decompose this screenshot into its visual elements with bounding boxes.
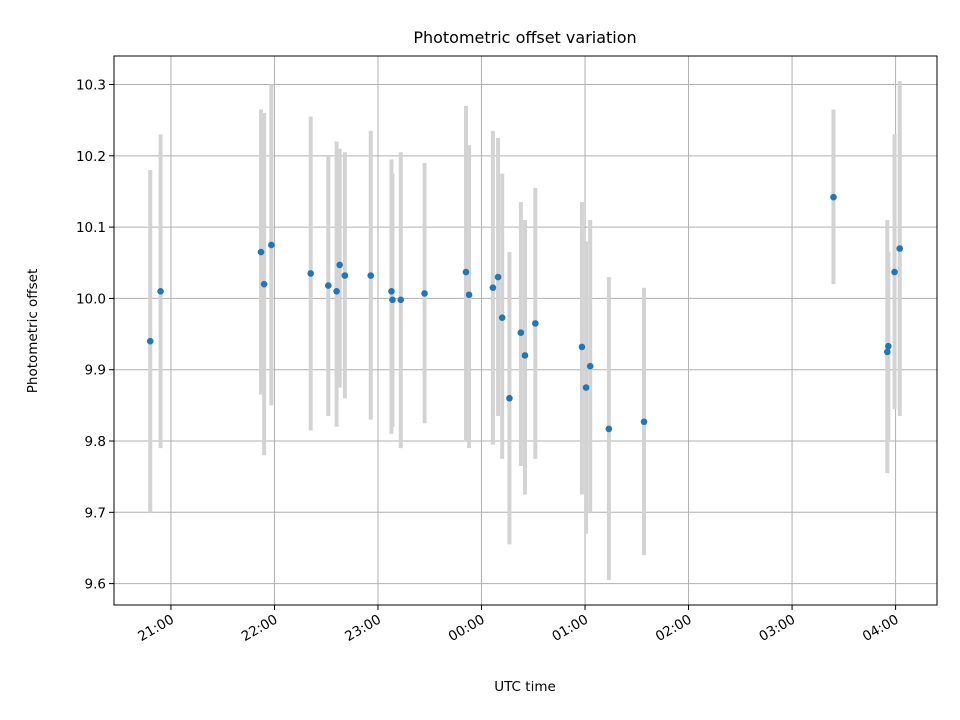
data-point xyxy=(605,425,613,433)
x-tick-label: 01:00 xyxy=(549,612,591,645)
data-point xyxy=(578,343,586,351)
data-point xyxy=(465,291,473,299)
data-point xyxy=(582,384,590,391)
data-point xyxy=(521,352,529,359)
data-point xyxy=(260,280,268,288)
data-point xyxy=(324,282,332,289)
x-axis-ticks: 21:00 22:00 23:00 00:00 01:00 02:00 03:00 04:00 xyxy=(135,605,902,645)
y-tick-label: 9.7 xyxy=(85,505,106,521)
data-point xyxy=(506,394,513,402)
y-tick-label: 10.0 xyxy=(76,291,106,307)
data-point xyxy=(367,272,375,279)
y-tick-label: 9.9 xyxy=(85,363,106,379)
data-point xyxy=(586,362,594,370)
data-point xyxy=(341,272,349,279)
data-point xyxy=(421,290,428,297)
data-point xyxy=(498,314,506,321)
x-tick-label: 02:00 xyxy=(653,612,695,645)
data-point xyxy=(532,320,539,327)
data-point xyxy=(336,261,343,269)
data-point xyxy=(257,248,265,256)
x-tick-label: 04:00 xyxy=(860,612,902,645)
data-point xyxy=(896,245,904,252)
y-tick-label: 9.8 xyxy=(85,434,106,450)
y-axis-label: Photometric offset xyxy=(25,269,41,393)
data-point xyxy=(157,287,164,295)
x-axis-label: UTC time xyxy=(494,679,556,695)
data-point xyxy=(146,337,154,345)
y-tick-label: 10.2 xyxy=(76,149,106,165)
data-point xyxy=(640,418,648,426)
data-point xyxy=(494,273,502,281)
data-point xyxy=(489,284,497,292)
data-point xyxy=(268,241,275,249)
x-tick-label: 23:00 xyxy=(342,612,384,645)
data-point xyxy=(462,268,470,276)
plot-frame xyxy=(113,55,938,606)
x-tick-label: 21:00 xyxy=(135,612,177,645)
y-tick-label: 10.1 xyxy=(76,220,106,236)
data-point xyxy=(389,296,396,304)
y-axis-ticks: 9.6 9.7 9.8 9.9 10.0 10.1 10.2 10.3 xyxy=(76,78,114,593)
data-point xyxy=(388,287,395,295)
x-tick-label: 00:00 xyxy=(446,612,488,645)
data-point xyxy=(891,268,898,276)
x-tick-label: 22:00 xyxy=(239,612,281,645)
data-point xyxy=(830,193,837,201)
chart-title: Photometric offset variation xyxy=(413,28,636,47)
y-tick-label: 10.3 xyxy=(76,78,106,94)
data-point xyxy=(517,329,525,336)
y-tick-label: 9.6 xyxy=(85,577,106,593)
data-points xyxy=(146,193,904,433)
data-point xyxy=(333,287,340,295)
data-point xyxy=(307,270,314,277)
x-tick-label: 03:00 xyxy=(756,612,798,645)
data-point xyxy=(884,348,891,356)
data-point xyxy=(397,296,405,304)
data-point xyxy=(885,342,892,350)
